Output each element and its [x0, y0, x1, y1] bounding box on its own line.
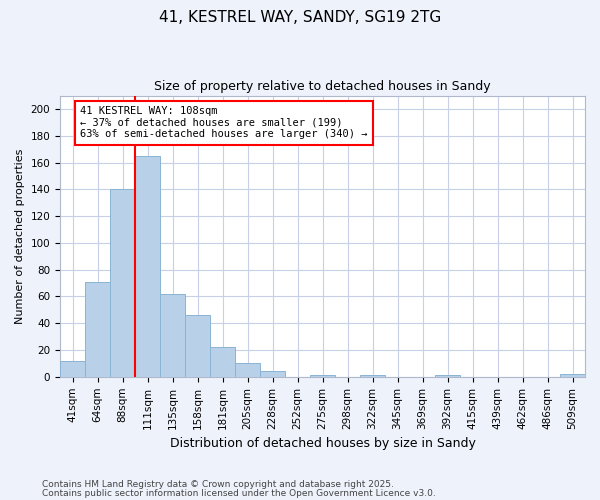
Bar [435, 376, 460, 377]
Title: Size of property relative to detached houses in Sandy: Size of property relative to detached ho… [154, 80, 491, 93]
Bar [310, 376, 335, 377]
Text: Contains HM Land Registry data © Crown copyright and database right 2025.: Contains HM Land Registry data © Crown c… [42, 480, 394, 489]
Text: 41 KESTREL WAY: 108sqm
← 37% of detached houses are smaller (199)
63% of semi-de: 41 KESTREL WAY: 108sqm ← 37% of detached… [80, 106, 368, 140]
Bar [160, 294, 185, 377]
Bar [135, 156, 160, 377]
X-axis label: Distribution of detached houses by size in Sandy: Distribution of detached houses by size … [170, 437, 475, 450]
Bar [185, 315, 210, 377]
Bar [560, 374, 585, 377]
Bar [110, 190, 135, 377]
Y-axis label: Number of detached properties: Number of detached properties [15, 148, 25, 324]
Bar [85, 282, 110, 377]
Bar [360, 376, 385, 377]
Bar [235, 364, 260, 377]
Bar [60, 360, 85, 377]
Bar [260, 372, 285, 377]
Bar [210, 348, 235, 377]
Text: 41, KESTREL WAY, SANDY, SG19 2TG: 41, KESTREL WAY, SANDY, SG19 2TG [159, 10, 441, 25]
Text: Contains public sector information licensed under the Open Government Licence v3: Contains public sector information licen… [42, 489, 436, 498]
